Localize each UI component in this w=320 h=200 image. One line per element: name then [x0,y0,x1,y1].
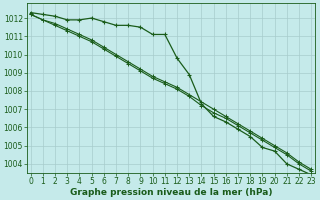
X-axis label: Graphe pression niveau de la mer (hPa): Graphe pression niveau de la mer (hPa) [70,188,272,197]
